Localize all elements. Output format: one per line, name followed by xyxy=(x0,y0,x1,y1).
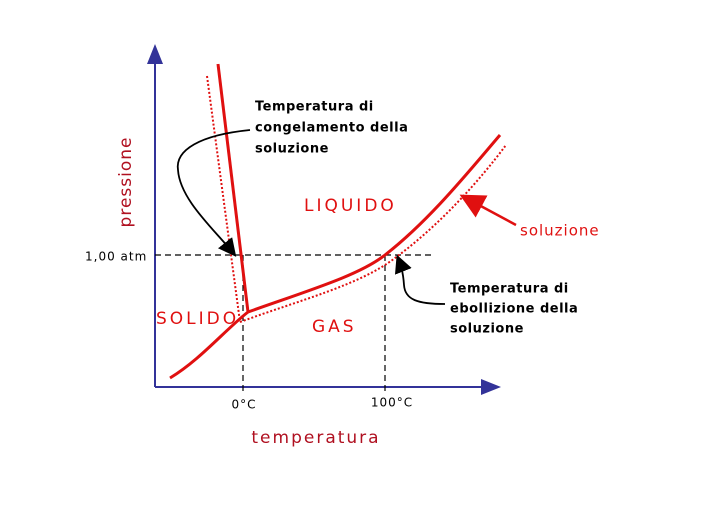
region-label: GAS xyxy=(312,317,357,337)
annotation: Temperatura di xyxy=(450,282,569,297)
solution-label: soluzione xyxy=(520,222,600,240)
annotation: congelamento della xyxy=(255,121,408,136)
region-label: SOLIDO xyxy=(156,309,239,329)
region-label: LIQUIDO xyxy=(304,196,397,216)
pressure-tick: 1,00 atm xyxy=(85,250,147,264)
annotation: ebollizione della xyxy=(450,302,578,317)
temperature-tick: 100°C xyxy=(371,396,413,410)
arrows xyxy=(177,129,517,305)
axes xyxy=(147,44,501,395)
annotation: Temperatura di xyxy=(255,100,374,115)
temperature-tick: 0°C xyxy=(231,398,256,412)
annotation: soluzione xyxy=(255,142,329,157)
y-axis-label: pressione xyxy=(116,137,136,228)
annotation: soluzione xyxy=(450,322,524,337)
x-axis-label: temperatura xyxy=(251,428,380,448)
curves xyxy=(169,63,507,380)
